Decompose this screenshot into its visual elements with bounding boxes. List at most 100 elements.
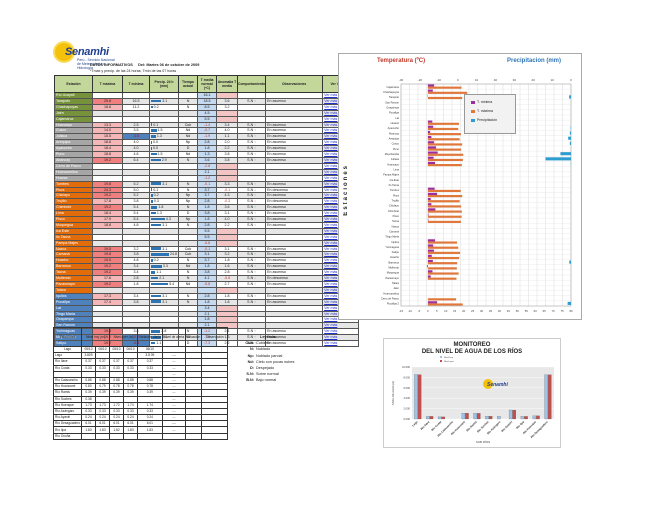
bar-yesterday [429, 416, 434, 420]
category-label: Jaén [393, 286, 399, 290]
sn-label: S.N [247, 276, 255, 281]
precip-value: 3.1 [162, 181, 168, 186]
arrow-up-icon: ↑ [254, 329, 256, 334]
top-tick-label: 0 [457, 78, 459, 82]
category-label: Arequipa [389, 137, 400, 141]
bar-tmax [427, 251, 461, 254]
legend-item-tmin: T. mínima [471, 100, 515, 104]
column-header: Nivel de alerta [161, 327, 187, 347]
stations-table: Estación T máxima T mínima Precip. 24 h (mm… [54, 75, 360, 347]
senamhi-logo: Senamhi Perú - Servicio Nacional de Mete… [55, 43, 115, 70]
value-cell [95, 432, 110, 440]
bar-precip [569, 260, 571, 264]
category-label: Moquegua [387, 271, 400, 275]
y-tick-label: 8.000 [404, 375, 411, 379]
precip-bar [151, 211, 156, 215]
precip-bar [151, 300, 162, 304]
bar-tmin [427, 136, 432, 139]
legend-label: Nublado parcial [256, 353, 283, 358]
sn-label: S.N [247, 98, 255, 103]
column-header: Tiempo actual [178, 75, 198, 93]
bar-today [508, 409, 513, 420]
sn-label: S.N [247, 157, 255, 162]
legend-item: B.N: Bajo normal [234, 377, 294, 383]
arrow-up-icon: ↑ [254, 157, 256, 162]
precip-bar [151, 265, 162, 268]
table-row: Río Ocoña [53, 432, 229, 440]
top-tick-label: 30 [513, 78, 517, 82]
bar-tmin [427, 141, 435, 144]
bar-tmin [427, 146, 437, 149]
bar-tmax [427, 158, 463, 162]
table-row: Arequipa 18.8 4.0 0.0 Np 2.8 2.0 S.N ↑ En ascens… [54, 139, 360, 147]
bar-tmax [427, 215, 462, 218]
legend-label: Cubierto [256, 341, 271, 346]
column-header: Anomalía T media [216, 75, 238, 93]
category-label: Barranca [388, 260, 399, 264]
arrow-up-icon: ↑ [254, 134, 256, 139]
value-cell [123, 432, 138, 440]
category-label: Cajamarca [386, 85, 399, 89]
bar-tmin [427, 218, 429, 221]
precip-value: 3.3 [162, 264, 168, 269]
top-tick-label: -20 [418, 78, 423, 82]
category-label: Oxapampa [386, 106, 399, 110]
report-title: DATOS INFORMATIVOS Del: Martes 06 de oct… [90, 63, 199, 67]
precip-value: 3.1 [162, 293, 168, 298]
brand-name: Senamhi [65, 46, 109, 58]
category-label: Chachapoyas [383, 90, 400, 94]
bar-tmin [427, 192, 438, 195]
category-label: Pacasmayo [385, 276, 399, 280]
bar-today [520, 416, 525, 420]
precip-value: 1.5 [157, 152, 163, 157]
bar-tmax [427, 246, 459, 249]
legend-label: Bajo normal [256, 378, 277, 383]
category-label: Huacho [390, 255, 399, 259]
category-label: Mollendo [388, 266, 399, 270]
arrow-up-icon: ↑ [254, 146, 256, 151]
precip-bar [151, 141, 152, 144]
bar-yesterday [441, 416, 445, 420]
table-row: --- [53, 370, 229, 378]
bar-tmin [427, 249, 434, 252]
sn-label: S.N [247, 187, 255, 192]
station-name: Río Calacancho [53, 376, 82, 385]
bar-tmin [427, 203, 432, 206]
sn-label: S.N [247, 329, 255, 334]
precip-bar [151, 158, 161, 162]
precip-value: 1.3 [156, 134, 162, 139]
watermark-logo: Senamhi [487, 382, 508, 388]
bar-today [461, 413, 466, 420]
category-label: Abancay [389, 131, 400, 135]
value-cell [109, 432, 124, 440]
empty-cell [185, 432, 203, 440]
sn-label: S.N [247, 122, 255, 127]
station-name: Río Ocoña [53, 432, 82, 440]
category-label: Yurimaguas [385, 245, 399, 249]
arrow-down-icon: ↓ [254, 276, 256, 281]
chart2-subtitle: DEL NIVEL DE AGUA DE LOS RÍOS [421, 349, 523, 355]
legend-key: N: [249, 347, 254, 352]
bar-tmax [427, 205, 462, 208]
bar-tmin [427, 244, 434, 247]
arrow-up-icon: ↑ [254, 122, 256, 127]
bar-tmin [427, 208, 436, 211]
bar-tmin [427, 197, 431, 201]
bar-tmin [427, 187, 435, 190]
precip-value: 0.0 [153, 140, 158, 145]
table-row: Lago 3.809 3.8 09 ---- [53, 352, 229, 360]
arrow-up-icon: ↑ [254, 193, 256, 198]
y-tick-label: 2.000 [404, 407, 411, 411]
ver-mas-link[interactable]: Ver más [322, 340, 360, 347]
date-label: Del: Martes 06 de octubre de 2009 [138, 63, 200, 67]
bar-tmax [427, 256, 460, 260]
arrow-up-icon: ↑ [254, 335, 256, 340]
sn-label: S.N [247, 246, 255, 251]
bar-tmax [427, 153, 464, 156]
category-label: Ica Este [390, 178, 400, 182]
column-header: Observación [201, 327, 229, 347]
bar-tmin [427, 213, 429, 216]
legend-item-tmax: T. máxima [471, 109, 515, 113]
sn-label: S.N [247, 134, 255, 139]
value-cell [81, 432, 96, 440]
